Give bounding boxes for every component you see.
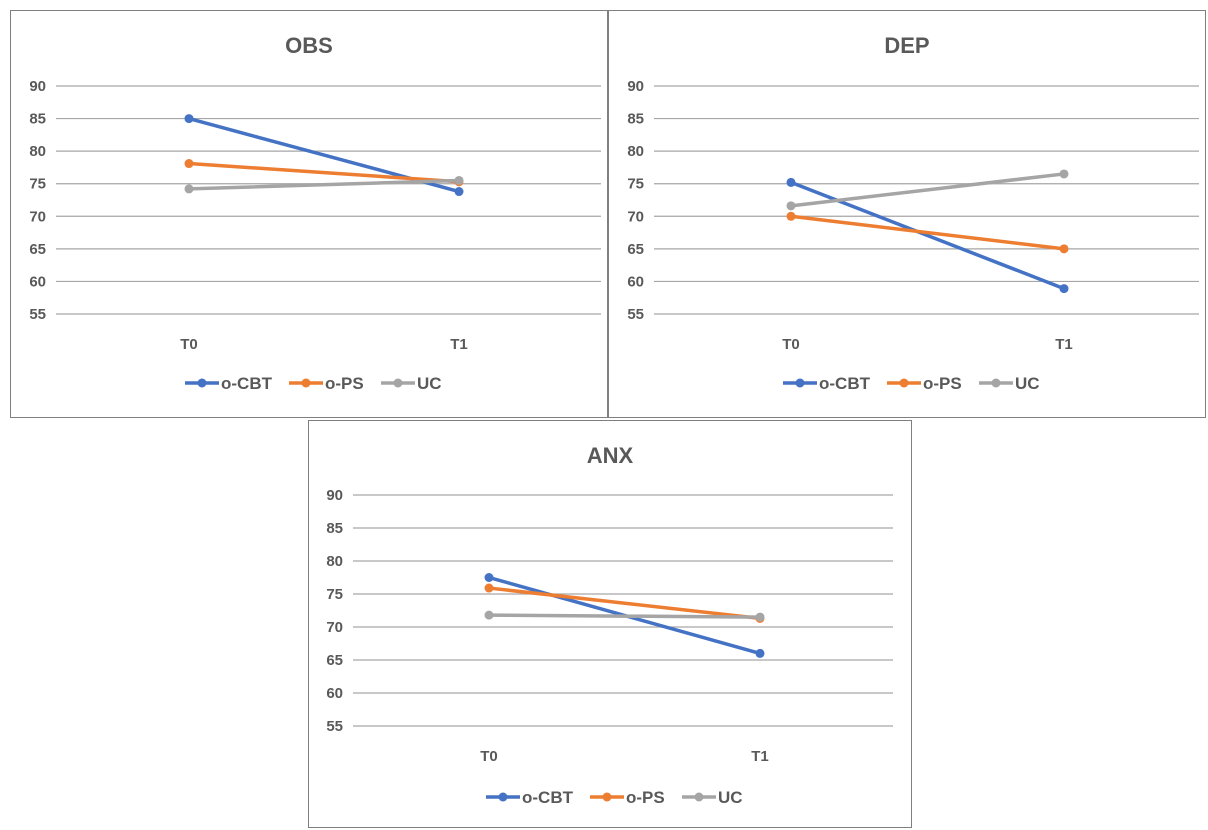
- chart-svg: ANX 55 60 65 70 75 80 85 90 T0 T1 o-CBT o-PS UC: [326, 443, 893, 807]
- y-tick-label: 90: [627, 78, 644, 95]
- chart-title: ANX: [587, 443, 634, 468]
- legend-label: o-PS: [325, 374, 364, 393]
- data-point-o-cbt: [1059, 284, 1069, 294]
- x-tick-label: T1: [450, 336, 468, 353]
- legend-label: UC: [1015, 374, 1040, 393]
- series-line-o-cbt: [789, 180, 1066, 291]
- y-tick-label: 75: [326, 586, 343, 603]
- chart-svg: OBS 55 60 65 70 75 80 85 90 T0 T1 o-CBT o-PS UC: [29, 33, 601, 393]
- data-point-o-ps: [184, 159, 194, 169]
- x-tick-label: T0: [180, 336, 198, 353]
- legend-item-uc: UC: [979, 374, 1040, 393]
- legend-item-o-ps: o-PS: [590, 788, 665, 807]
- legend-swatch-marker: [393, 378, 403, 388]
- series-line-o-ps: [789, 214, 1066, 251]
- chart-panel-anx: ANX 55 60 65 70 75 80 85 90 T0 T1 o-CBT o-PS UC: [308, 420, 912, 828]
- x-tick-label: T0: [480, 748, 498, 765]
- y-tick-label: 60: [627, 273, 644, 290]
- legend-label: o-CBT: [522, 788, 574, 807]
- x-tick-label: T0: [782, 336, 800, 353]
- data-point-uc: [786, 201, 796, 211]
- legend-swatch-marker: [694, 792, 704, 802]
- data-point-o-ps: [786, 211, 796, 221]
- y-tick-label: 70: [29, 208, 46, 225]
- x-tick-label: T1: [1055, 336, 1073, 353]
- y-tick-label: 65: [29, 241, 46, 258]
- y-tick-label: 85: [627, 111, 644, 128]
- data-point-uc: [484, 610, 494, 620]
- y-tick-label: 85: [29, 111, 46, 128]
- y-tick-label: 70: [627, 208, 644, 225]
- legend-item-uc: UC: [682, 788, 743, 807]
- legend-swatch-marker: [991, 378, 1001, 388]
- y-tick-label: 85: [326, 520, 343, 537]
- legend-swatch-marker: [301, 378, 311, 388]
- y-tick-label: 70: [326, 619, 343, 636]
- legend-item-o-cbt: o-CBT: [783, 374, 871, 393]
- series-line-o-ps: [487, 586, 762, 621]
- y-tick-label: 75: [627, 176, 644, 193]
- chart-title: DEP: [884, 33, 929, 58]
- series-line-o-ps: [187, 161, 461, 184]
- legend-label: o-CBT: [819, 374, 871, 393]
- chart-title: OBS: [285, 33, 333, 58]
- data-point-o-cbt: [454, 187, 464, 197]
- chart-panel-obs: OBS 55 60 65 70 75 80 85 90 T0 T1 o-CBT o-PS UC: [10, 10, 608, 418]
- legend-label: o-CBT: [221, 374, 273, 393]
- data-point-uc: [1059, 169, 1069, 179]
- y-tick-label: 65: [627, 241, 644, 258]
- legend-label: o-PS: [626, 788, 665, 807]
- legend-swatch-marker: [602, 792, 612, 802]
- data-point-uc: [454, 175, 464, 185]
- legend-item-o-ps: o-PS: [887, 374, 962, 393]
- y-tick-label: 55: [627, 306, 644, 323]
- legend-item-o-cbt: o-CBT: [185, 374, 273, 393]
- legend-item-uc: UC: [381, 374, 442, 393]
- y-tick-label: 90: [326, 487, 343, 504]
- series-line-uc: [187, 178, 461, 191]
- data-point-o-cbt: [184, 114, 194, 124]
- data-point-o-cbt: [484, 573, 494, 582]
- y-tick-label: 90: [29, 78, 46, 95]
- data-point-o-cbt: [755, 648, 765, 658]
- data-point-uc: [755, 612, 765, 622]
- chart-svg: DEP 55 60 65 70 75 80 85 90 T0 T1 o-CBT o-PS UC: [627, 33, 1199, 393]
- legend-item-o-ps: o-PS: [289, 374, 364, 393]
- legend-item-o-cbt: o-CBT: [486, 788, 574, 807]
- y-tick-label: 55: [29, 306, 46, 323]
- data-point-o-cbt: [786, 177, 796, 187]
- legend-label: UC: [417, 374, 442, 393]
- y-tick-label: 60: [29, 273, 46, 290]
- y-tick-label: 80: [627, 143, 644, 160]
- y-tick-label: 60: [326, 685, 343, 702]
- data-point-uc: [184, 184, 194, 194]
- legend-swatch-marker: [498, 792, 508, 802]
- legend-swatch-marker: [197, 378, 207, 388]
- y-tick-label: 65: [326, 652, 343, 669]
- series-line-uc: [487, 613, 762, 619]
- chart-panel-dep: DEP 55 60 65 70 75 80 85 90 T0 T1 o-CBT o-PS UC: [608, 10, 1206, 418]
- data-point-o-ps: [1059, 244, 1069, 254]
- y-tick-label: 55: [326, 718, 343, 735]
- y-tick-label: 75: [29, 176, 46, 193]
- y-tick-label: 80: [29, 143, 46, 160]
- legend-swatch-marker: [795, 378, 805, 388]
- data-point-o-ps: [484, 583, 494, 593]
- legend-label: UC: [718, 788, 743, 807]
- series-line-uc: [789, 172, 1066, 208]
- y-tick-label: 80: [326, 553, 343, 570]
- x-tick-label: T1: [751, 748, 769, 765]
- legend-swatch-marker: [899, 378, 909, 388]
- legend-label: o-PS: [923, 374, 962, 393]
